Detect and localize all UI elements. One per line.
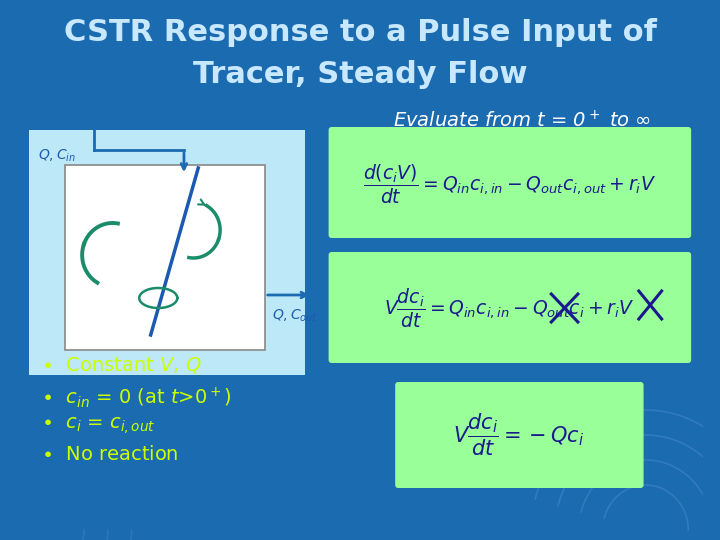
FancyBboxPatch shape [395,382,644,488]
Text: $\it{Evaluate\ from}$ $t$ = 0$^+$ $\it{to}$ $\infty$: $\it{Evaluate\ from}$ $t$ = 0$^+$ $\it{t… [393,110,651,131]
Text: $\dfrac{d\left(c_i V\right)}{dt} = Q_{in}c_{i,in} - Q_{out}c_{i,out} + r_i V$: $\dfrac{d\left(c_i V\right)}{dt} = Q_{in… [363,163,656,206]
Text: $\bullet$  $c_{in}$ = 0 (at $t$>0$^+$): $\bullet$ $c_{in}$ = 0 (at $t$>0$^+$) [41,385,232,410]
Text: $\bullet$  Constant $V$, $Q$: $\bullet$ Constant $V$, $Q$ [41,355,202,375]
FancyBboxPatch shape [29,130,305,375]
Text: $\bullet$  No reaction: $\bullet$ No reaction [41,445,179,464]
Text: $V\dfrac{dc_i}{dt} = -Qc_i$: $V\dfrac{dc_i}{dt} = -Qc_i$ [453,412,585,458]
Text: $Q, C_{out}$: $Q, C_{out}$ [272,308,318,325]
FancyBboxPatch shape [328,127,691,238]
Text: $\bullet$  $c_i$ = $c_{i,out}$: $\bullet$ $c_i$ = $c_{i,out}$ [41,415,156,436]
Text: Tracer, Steady Flow: Tracer, Steady Flow [193,60,527,89]
FancyBboxPatch shape [65,165,265,350]
FancyBboxPatch shape [328,252,691,363]
Text: CSTR Response to a Pulse Input of: CSTR Response to a Pulse Input of [63,18,657,47]
Text: $Q, C_{in}$: $Q, C_{in}$ [38,148,76,164]
Text: $V\dfrac{dc_i}{dt} = Q_{in} c_{i,in} - Q_{out}c_i + r_i V$: $V\dfrac{dc_i}{dt} = Q_{in} c_{i,in} - Q… [384,286,634,329]
